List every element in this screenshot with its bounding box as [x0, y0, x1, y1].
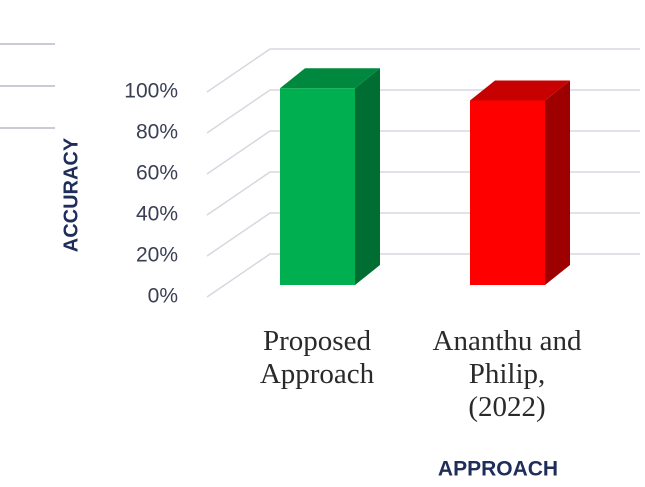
grid-line	[206, 130, 640, 175]
y-tick-label: 0%	[148, 285, 178, 308]
y-tick-label: 20%	[136, 244, 178, 267]
grid-line	[206, 171, 640, 216]
y-tick-label: 80%	[136, 121, 178, 144]
bar	[470, 80, 570, 285]
grid-line	[206, 212, 640, 257]
y-tick-label: 40%	[136, 203, 178, 226]
bar-side	[545, 80, 570, 285]
bar-front	[470, 100, 545, 285]
bar-top	[280, 68, 380, 89]
x-tick-label: Ananthu and Philip, (2022)	[432, 325, 582, 423]
y-axis-label: ACCURACY	[60, 137, 82, 252]
y-tick-label: 60%	[136, 162, 178, 185]
grid-line	[206, 48, 640, 93]
grid-line	[206, 89, 640, 134]
grid-line	[206, 253, 640, 298]
y-tick-label: 100%	[124, 80, 178, 103]
bar	[280, 68, 380, 285]
x-axis-label: APPROACH	[438, 458, 558, 481]
bar-top	[470, 80, 570, 101]
bar-front	[280, 88, 355, 285]
x-tick-label: Proposed Approach	[259, 325, 375, 390]
bar-side	[355, 68, 380, 285]
edge-decoration	[0, 43, 55, 129]
